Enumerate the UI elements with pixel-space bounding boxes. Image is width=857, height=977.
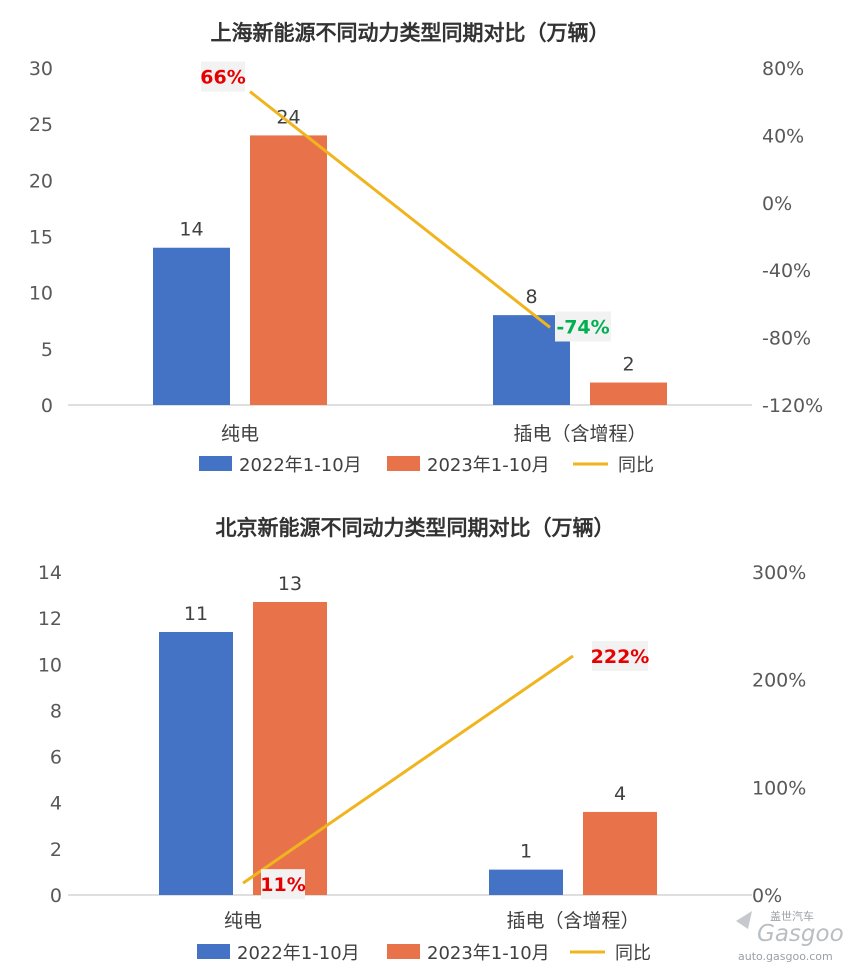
yoy-line — [249, 90, 551, 329]
category-label: 纯电 — [224, 910, 262, 932]
yoy-label: 222% — [591, 646, 650, 668]
yoy-label: 11% — [260, 874, 305, 896]
y-tick-label: 8 — [50, 700, 62, 722]
category-label: 插电（含增程） — [506, 910, 639, 932]
y-tick-label: 5 — [41, 339, 53, 361]
y2-tick-label: 0% — [762, 193, 792, 215]
bar-data-label: 8 — [525, 286, 537, 308]
yoy-line — [242, 654, 574, 885]
y-tick-label: 20 — [29, 170, 53, 192]
watermark-logo-text: Gasgoo — [757, 921, 844, 947]
y-tick-label: 0 — [50, 885, 62, 907]
yoy-label-bg — [201, 61, 245, 92]
legend-swatch-2022 — [197, 944, 230, 959]
y2-tick-label: 100% — [752, 777, 806, 799]
y-tick-label: 4 — [50, 793, 62, 815]
y2-tick-label: -40% — [762, 260, 811, 282]
bar-data-label: 24 — [276, 106, 300, 128]
yoy-label-bg — [592, 640, 648, 671]
bar-data-label: 11 — [184, 603, 208, 625]
y2-tick-label: 80% — [762, 58, 804, 80]
y2-tick-label: -120% — [762, 395, 823, 417]
chart-title: 上海新能源不同动力类型同期对比（万辆） — [211, 21, 610, 45]
y-tick-label: 30 — [29, 58, 53, 80]
legend-label-2023: 2023年1-10月 — [427, 455, 550, 476]
y-tick-label: 10 — [29, 283, 53, 305]
chart-title: 北京新能源不同动力类型同期对比（万辆） — [216, 516, 615, 540]
y2-tick-label: -80% — [762, 328, 811, 350]
bar-data-label: 13 — [278, 573, 302, 595]
y-tick-label: 25 — [29, 114, 53, 136]
legend-swatch-2022 — [199, 456, 232, 471]
bar-2023-1 — [590, 382, 667, 405]
bar-2022-1 — [489, 869, 563, 895]
watermark-brand: 盖世汽车 — [770, 909, 814, 923]
y-tick-label: 10 — [38, 654, 62, 676]
y2-tick-label: 40% — [762, 125, 804, 147]
category-label: 插电（含增程） — [513, 423, 646, 445]
legend: 2022年1-10月 2023年1-10月 同比 — [199, 455, 654, 476]
yoy-label: -74% — [556, 316, 609, 338]
yoy-label-bg — [555, 311, 611, 342]
bar-2023-0 — [250, 135, 327, 405]
legend: 2022年1-10月 2023年1-10月 同比 — [197, 943, 651, 964]
yoy-label: 66% — [200, 67, 245, 89]
y2-tick-label: 200% — [752, 670, 806, 692]
yoy-label-bg — [261, 869, 305, 900]
gasgoo-logo-icon — [736, 911, 752, 929]
y2-tick-label: 300% — [752, 562, 806, 584]
y-tick-label: 15 — [29, 227, 53, 249]
bar-data-label: 14 — [179, 219, 203, 241]
y-tick-label: 2 — [50, 839, 62, 861]
beijing-chart: 北京新能源不同动力类型同期对比（万辆） 024681012140%100%200… — [38, 516, 807, 964]
legend-label-yoy: 同比 — [618, 455, 654, 476]
gasgoo-watermark: 盖世汽车 Gasgoo auto.gasgoo.com — [736, 909, 844, 963]
watermark-url: auto.gasgoo.com — [738, 950, 833, 963]
bar-2022-0 — [153, 247, 230, 405]
y-tick-label: 14 — [38, 562, 62, 584]
category-label: 纯电 — [221, 423, 259, 445]
bar-2023-0 — [253, 601, 327, 895]
bar-2022-0 — [159, 631, 233, 895]
y-tick-label: 0 — [41, 395, 53, 417]
y2-tick-label: 0% — [752, 885, 782, 907]
y-tick-label: 6 — [50, 747, 62, 769]
bar-data-label: 2 — [622, 354, 634, 376]
legend-swatch-2023 — [387, 944, 420, 959]
legend-label-yoy: 同比 — [615, 943, 651, 964]
y-tick-label: 12 — [38, 608, 62, 630]
bar-data-label: 4 — [614, 783, 626, 805]
bar-data-label: 1 — [520, 841, 532, 863]
legend-label-2023: 2023年1-10月 — [427, 943, 550, 964]
shanghai-chart: 上海新能源不同动力类型同期对比（万辆） 0 5 10 15 20 25 30 -120% -80… — [29, 21, 823, 476]
legend-swatch-2023 — [387, 456, 420, 471]
legend-label-2022: 2022年1-10月 — [237, 943, 360, 964]
bar-2023-1 — [583, 811, 657, 895]
legend-label-2022: 2022年1-10月 — [239, 455, 362, 476]
